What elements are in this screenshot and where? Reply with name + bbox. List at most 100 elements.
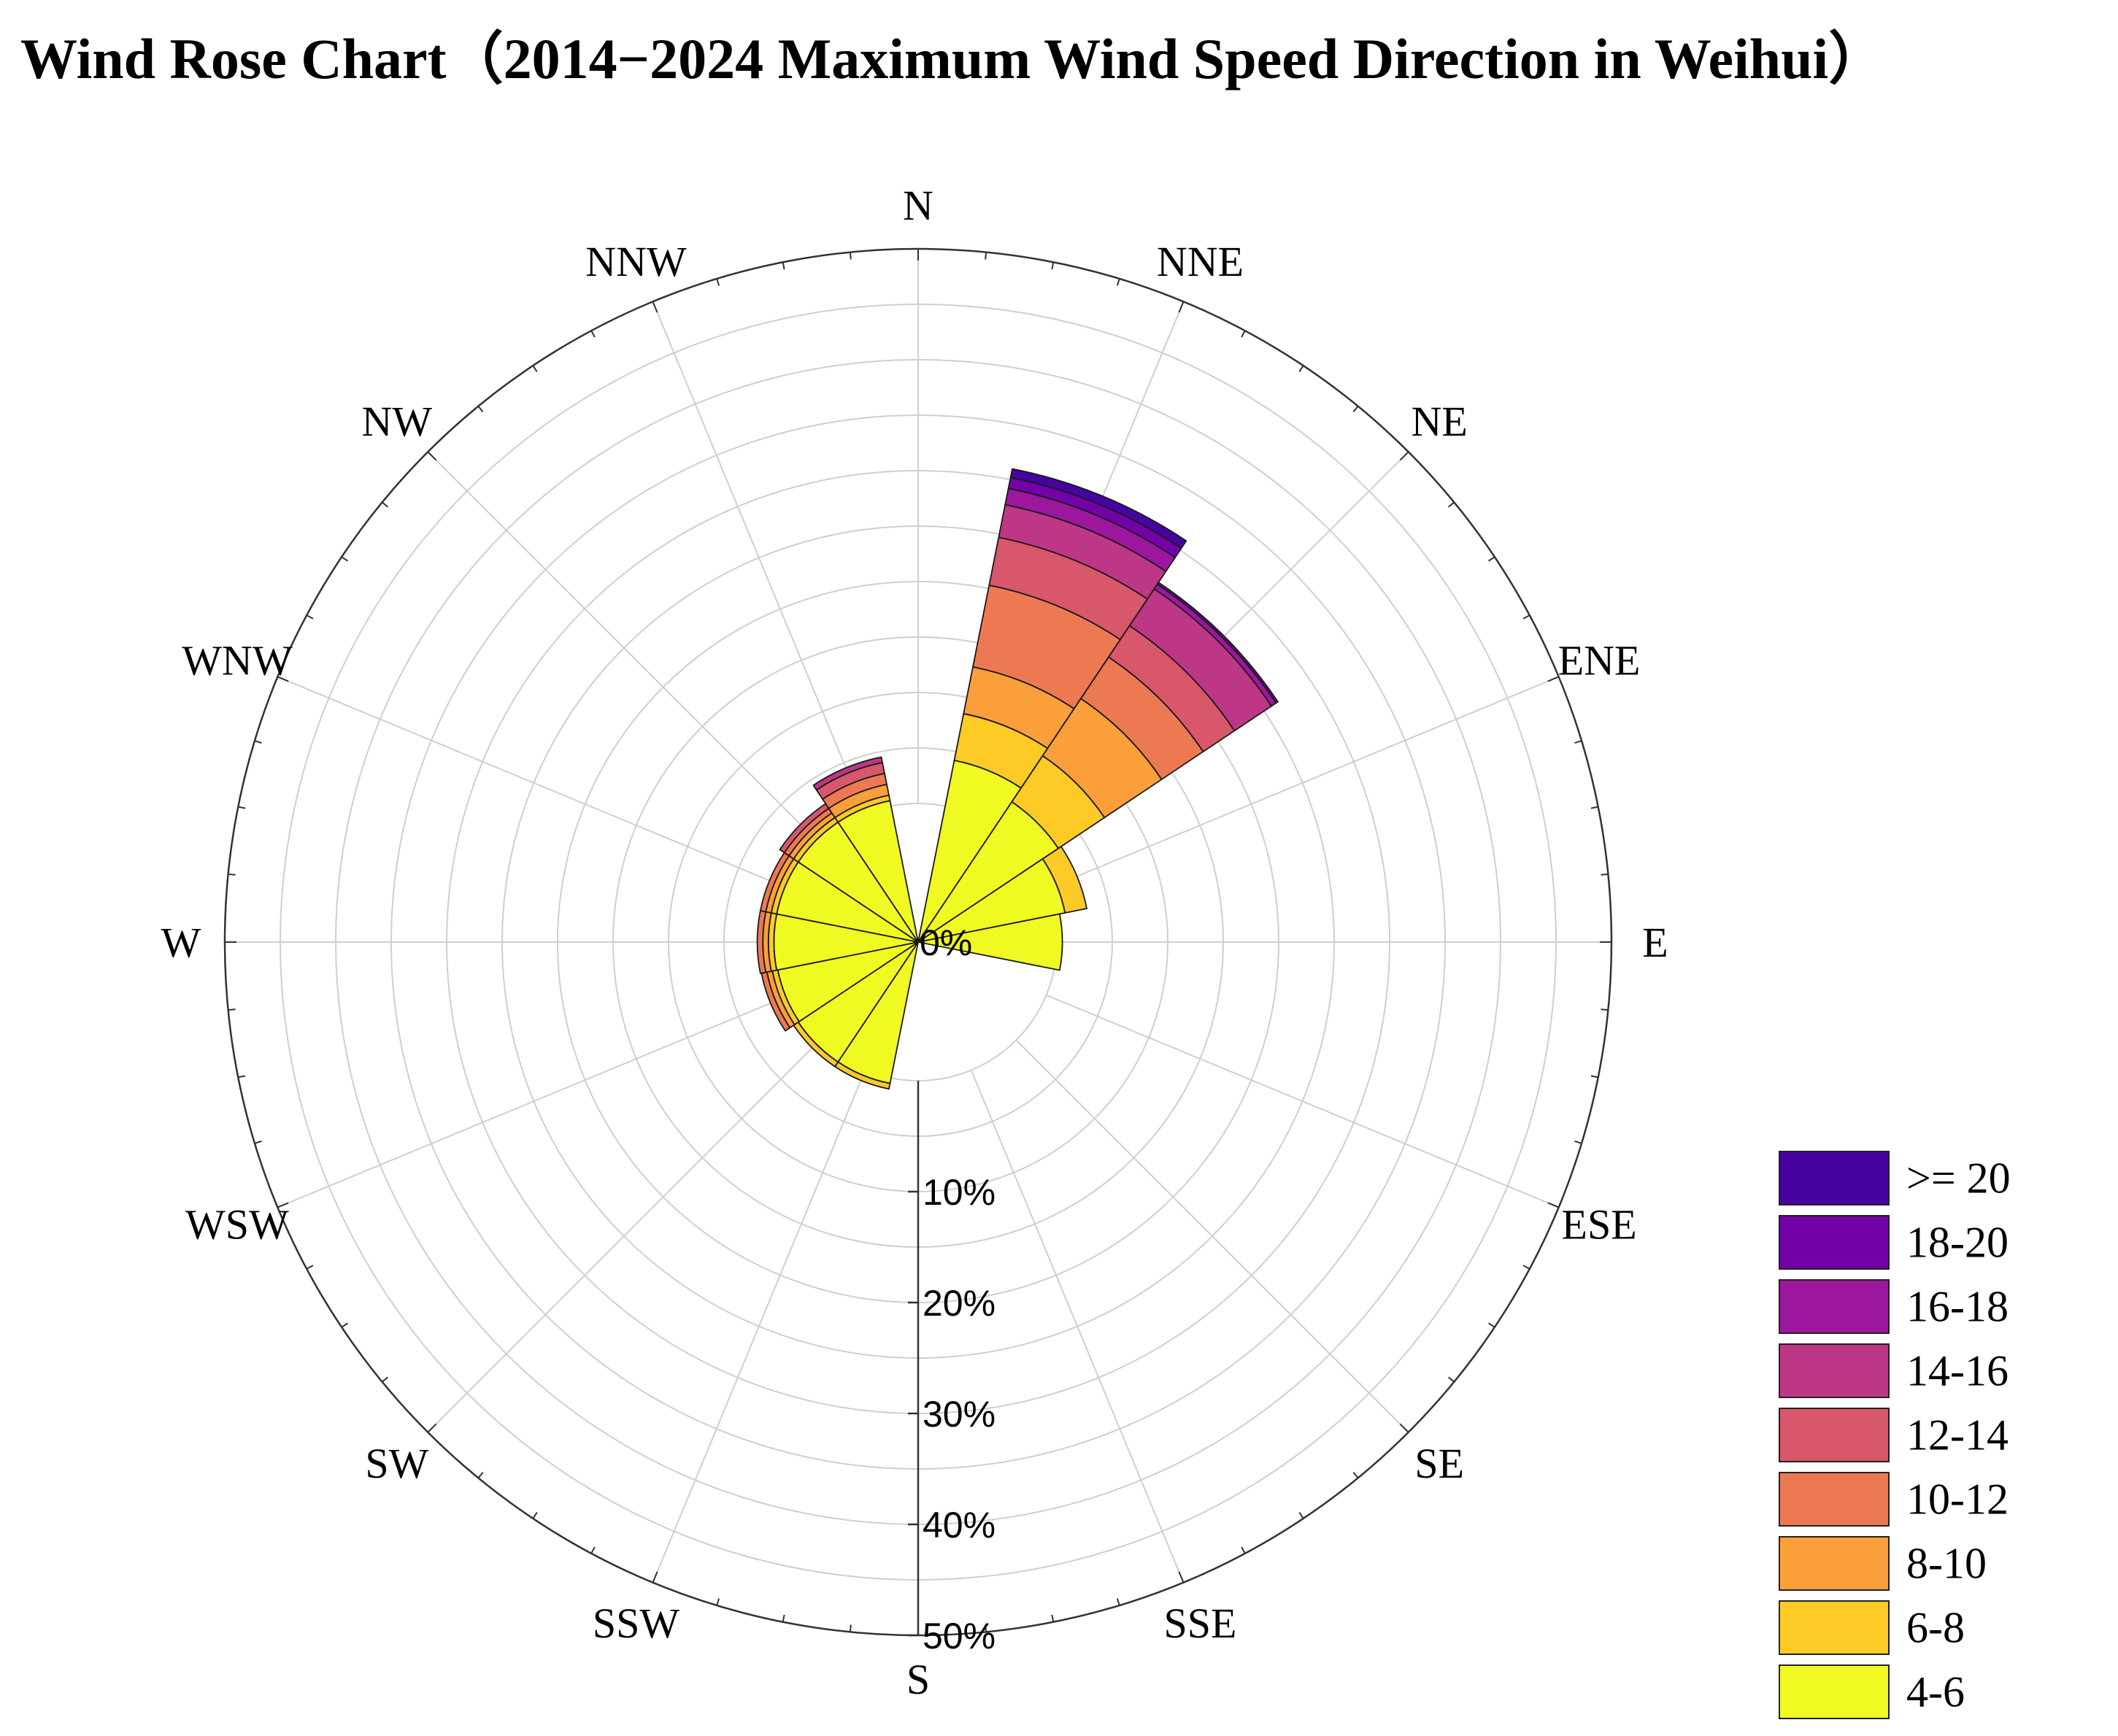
direction-label-wsw: WSW: [185, 1201, 289, 1249]
outer-tick: [1547, 1202, 1560, 1208]
outer-tick: [277, 1202, 289, 1208]
direction-label-sw: SW: [365, 1440, 428, 1487]
radial-tick-label: 30%: [923, 1394, 996, 1435]
direction-label-s: S: [906, 1656, 930, 1703]
direction-label-n: N: [903, 182, 933, 229]
outer-tick: [652, 301, 658, 313]
outer-tick: [1298, 365, 1304, 372]
radial-tick-label: 0%: [920, 922, 972, 963]
outer-tick: [277, 676, 289, 682]
outer-tick: [1116, 278, 1120, 286]
rose-bar-e-bin-0: [917, 913, 1063, 971]
direction-label-ene: ENE: [1558, 636, 1641, 684]
grid-spoke: [1015, 1039, 1409, 1433]
legend-label: 14-16: [1906, 1347, 2009, 1395]
outer-tick: [306, 614, 314, 620]
outer-tick: [849, 1624, 852, 1632]
outer-tick: [382, 1376, 389, 1383]
outer-tick: [716, 278, 720, 286]
direction-label-nnw: NNW: [585, 238, 687, 285]
outer-tick: [228, 873, 236, 876]
grid-spoke: [1046, 994, 1560, 1208]
grid-spoke: [277, 676, 790, 890]
outer-tick: [1590, 806, 1598, 809]
legend: >= 20 18-20 16-18 14-16 12-14 10-12 8-10 6-8 4-6: [1779, 1151, 2011, 1719]
outer-tick: [1352, 1471, 1359, 1478]
outer-tick: [382, 501, 389, 508]
grid-spoke: [277, 994, 790, 1208]
outer-tick: [1399, 1423, 1409, 1433]
radial-tick-label: 20%: [923, 1283, 996, 1324]
legend-label: 8-10: [1906, 1540, 1987, 1588]
outer-tick: [1574, 1140, 1582, 1144]
direction-label-se: SE: [1414, 1440, 1464, 1487]
rose-bar-ne-bin-7: [1156, 582, 1279, 704]
legend-label: >= 20: [1906, 1154, 2011, 1203]
radial-tick-label: 10%: [923, 1172, 996, 1213]
outer-tick: [427, 1423, 437, 1433]
grid-spoke: [652, 301, 866, 814]
outer-tick: [1590, 1075, 1598, 1079]
outer-tick: [985, 1624, 987, 1632]
outer-tick: [477, 1471, 484, 1478]
outer-tick: [532, 1512, 538, 1519]
legend-swatch: [1779, 1536, 1890, 1591]
grid-spoke: [427, 1039, 821, 1433]
direction-label-ese: ESE: [1562, 1201, 1637, 1249]
outer-tick: [985, 252, 987, 260]
grid-spoke: [970, 1070, 1185, 1583]
outer-tick: [1574, 740, 1582, 744]
outer-tick: [1298, 1512, 1304, 1519]
legend-swatch: [1779, 1664, 1890, 1719]
outer-tick: [1547, 676, 1560, 682]
legend-swatch: [1779, 1343, 1890, 1398]
wind-rose-bars: [756, 468, 1279, 1090]
direction-label-ne: NE: [1412, 398, 1468, 445]
direction-label-nw: NW: [362, 398, 433, 445]
direction-label-ssw: SSW: [593, 1600, 680, 1647]
grid-spoke: [1046, 676, 1560, 890]
outer-tick: [306, 1265, 314, 1270]
outer-tick: [849, 252, 852, 260]
legend-label: 6-8: [1906, 1604, 1965, 1652]
direction-label-wnw: WNW: [182, 636, 293, 684]
outer-tick: [1522, 1265, 1530, 1270]
legend-label: 10-12: [1906, 1475, 2009, 1524]
rose-bar-nnw-bin-5: [812, 756, 883, 791]
legend-label: 4-6: [1906, 1668, 1965, 1716]
outer-tick: [254, 1140, 262, 1144]
chart-title: Wind Rose Chart（2014−2024 Maximum Wind S…: [20, 27, 1886, 90]
outer-tick: [1178, 1571, 1185, 1583]
outer-tick: [1399, 451, 1409, 461]
outer-tick: [427, 451, 437, 461]
legend-swatch: [1779, 1600, 1890, 1655]
radial-tick-label: 40%: [923, 1505, 996, 1546]
outer-tick: [782, 1614, 785, 1622]
legend-label: 16-18: [1906, 1283, 2009, 1331]
outer-tick: [477, 406, 484, 413]
direction-labels: N NNE NE ENE E ESE SE SSE S SSW SW WSW W WNW NW NNW: [161, 182, 1668, 1703]
outer-tick: [652, 1571, 658, 1583]
outer-tick: [1051, 1614, 1055, 1622]
outer-tick: [1241, 330, 1246, 338]
outer-tick: [1522, 614, 1530, 620]
rose-bar-ene-bin-1: [1041, 846, 1087, 914]
outer-tick: [1352, 406, 1359, 413]
outer-tick: [716, 1598, 720, 1606]
legend-swatch: [1779, 1279, 1890, 1334]
outer-tick: [238, 806, 246, 809]
outer-tick: [590, 1546, 596, 1554]
direction-label-nne: NNE: [1157, 238, 1244, 285]
outer-tick: [228, 1008, 236, 1011]
radial-tick-label: 50%: [923, 1616, 996, 1656]
outer-tick: [1447, 1376, 1455, 1383]
legend-swatch: [1779, 1215, 1890, 1270]
outer-tick: [532, 365, 538, 372]
outer-tick: [238, 1075, 246, 1079]
radial-axis: 0% 10% 20% 30% 40% 50%: [908, 922, 996, 1656]
outer-tick: [1051, 262, 1055, 270]
outer-tick: [590, 330, 596, 338]
outer-tick: [1116, 1598, 1120, 1606]
outer-tick: [254, 740, 262, 744]
